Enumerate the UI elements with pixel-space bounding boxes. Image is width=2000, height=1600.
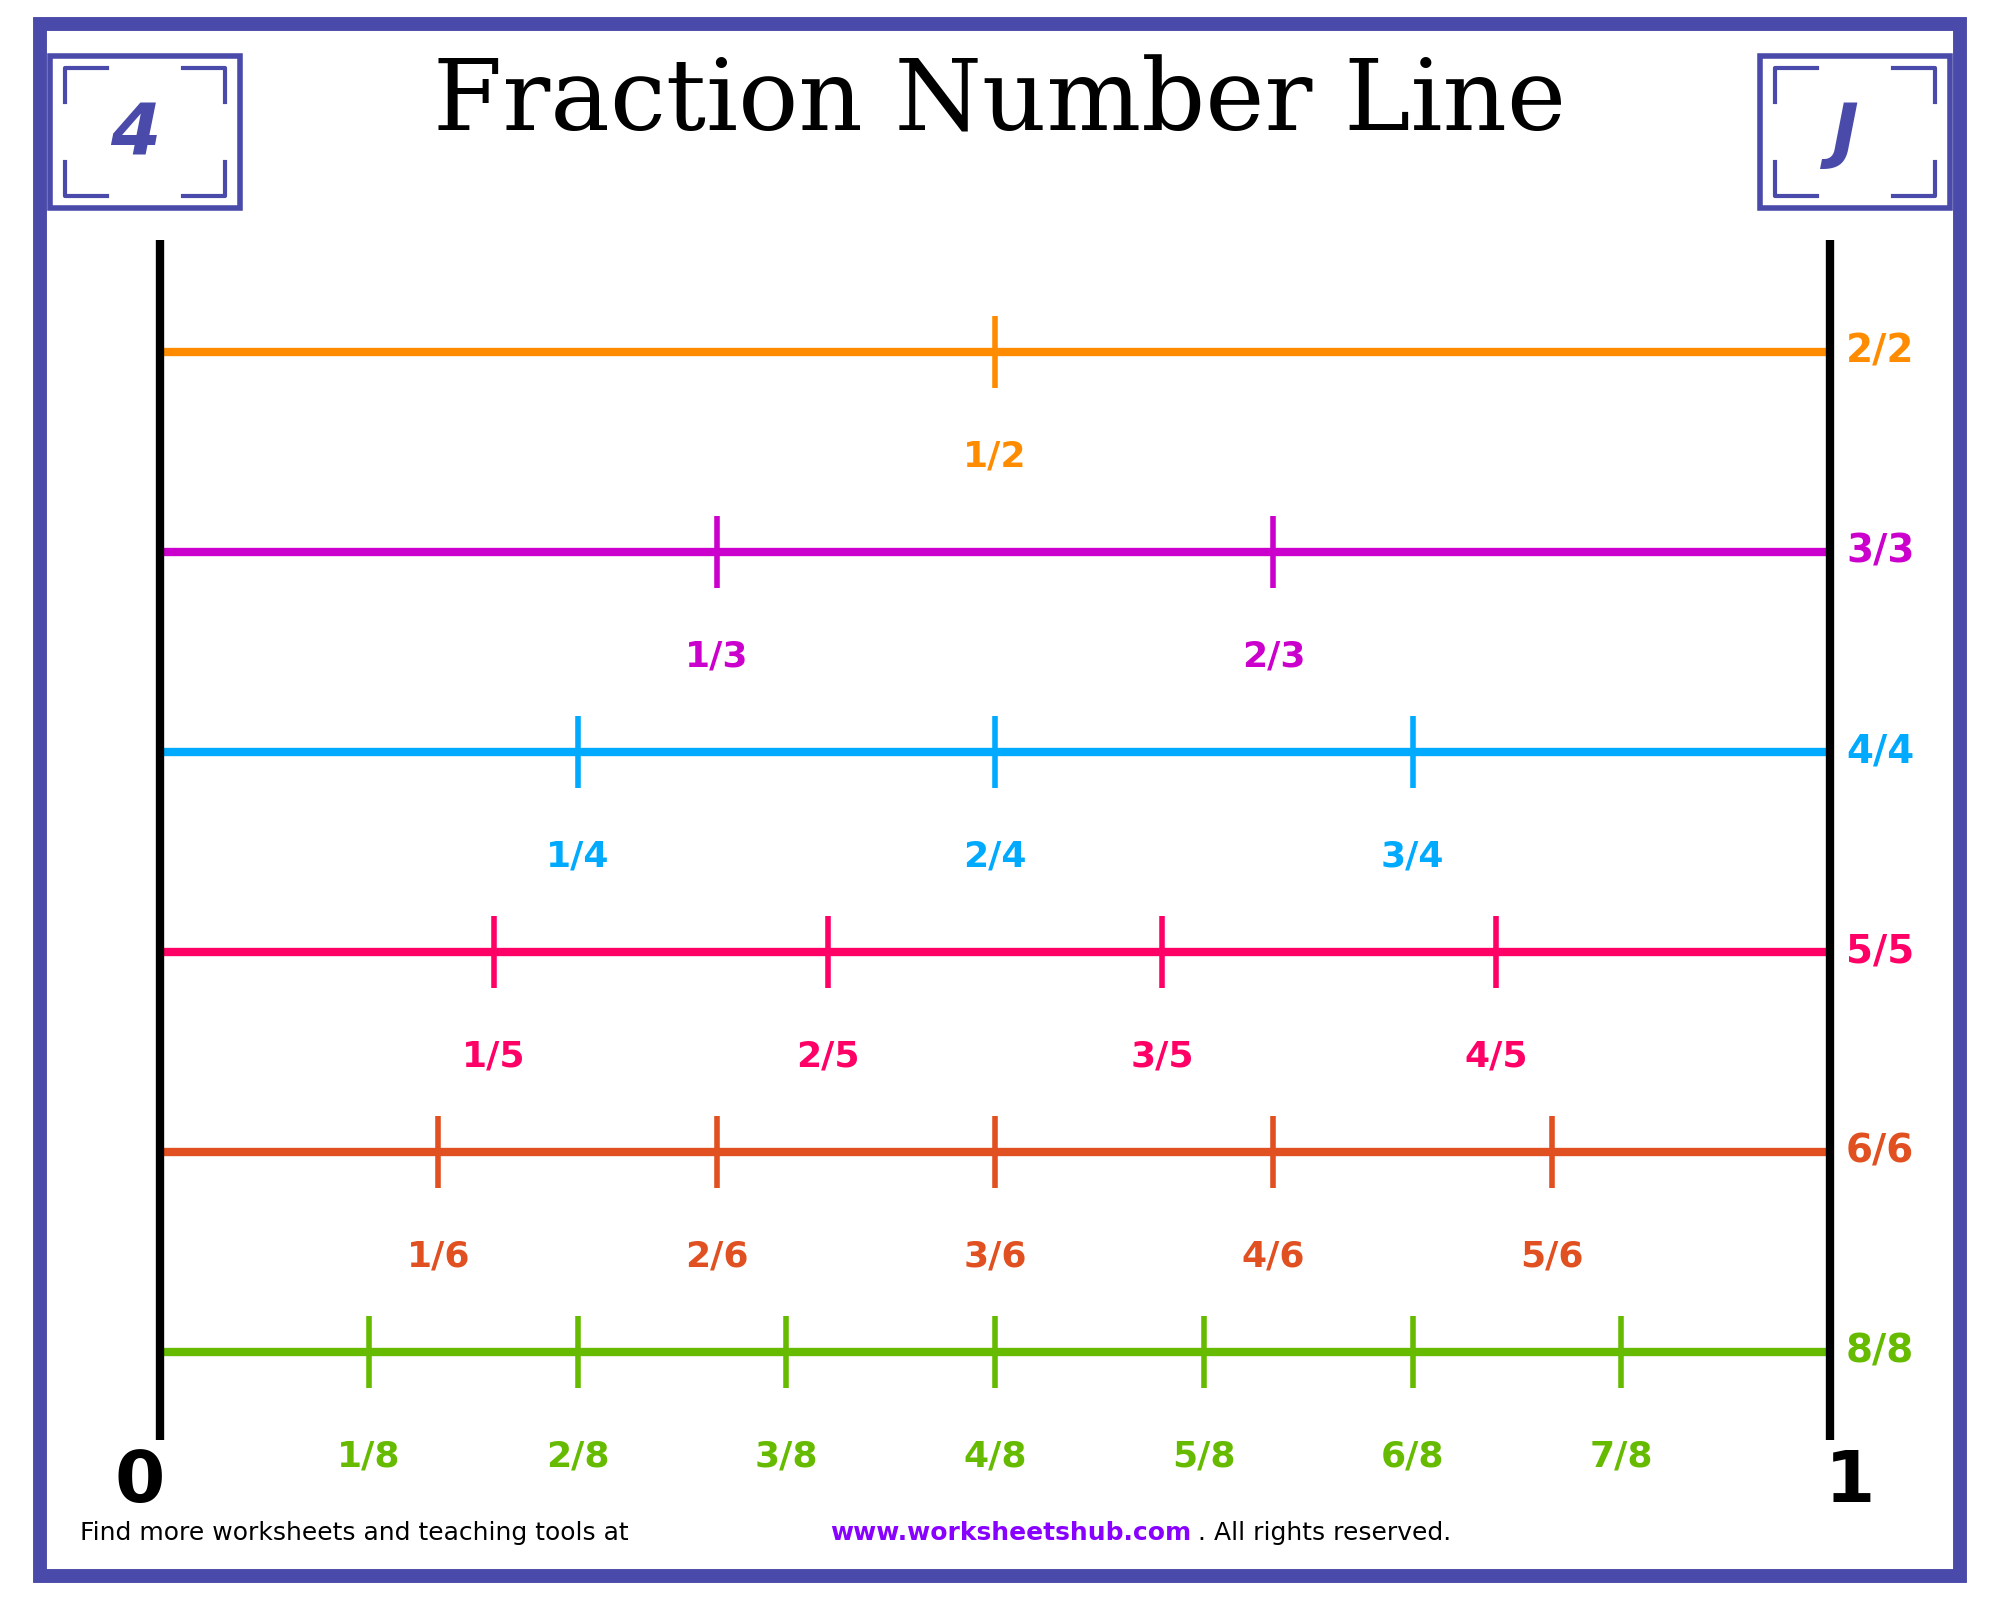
Text: 1/3: 1/3 (684, 638, 748, 674)
Text: 1/4: 1/4 (546, 838, 610, 874)
Text: 2/2: 2/2 (1846, 333, 1914, 371)
Text: 1: 1 (1824, 1448, 1876, 1517)
Text: 4/4: 4/4 (1846, 733, 1914, 771)
Text: 1/5: 1/5 (462, 1040, 526, 1074)
Text: 3/3: 3/3 (1846, 533, 1914, 571)
Text: J: J (1832, 101, 1858, 170)
Text: 2/5: 2/5 (796, 1040, 860, 1074)
Text: 0: 0 (114, 1448, 166, 1517)
Text: 5/6: 5/6 (1520, 1238, 1584, 1274)
Text: 2/6: 2/6 (684, 1238, 748, 1274)
Text: 6/6: 6/6 (1846, 1133, 1914, 1171)
Text: 8/8: 8/8 (1846, 1333, 1914, 1371)
Text: 7/8: 7/8 (1590, 1440, 1652, 1474)
Text: 2/4: 2/4 (964, 838, 1026, 874)
Text: Find more worksheets and teaching tools at: Find more worksheets and teaching tools … (80, 1520, 628, 1546)
Text: 3/6: 3/6 (964, 1238, 1026, 1274)
Text: 4/6: 4/6 (1242, 1238, 1306, 1274)
Text: 3/4: 3/4 (1380, 838, 1444, 874)
Bar (50, 56, 240, 208)
Text: 3/8: 3/8 (754, 1440, 818, 1474)
Text: 1/6: 1/6 (406, 1238, 470, 1274)
Text: www.worksheetshub.com: www.worksheetshub.com (830, 1520, 1192, 1546)
Text: 6/8: 6/8 (1380, 1440, 1444, 1474)
Text: Fraction Number Line: Fraction Number Line (434, 56, 1566, 152)
Text: 2/8: 2/8 (546, 1440, 610, 1474)
Text: . All rights reserved.: . All rights reserved. (1190, 1520, 1452, 1546)
Text: 4/5: 4/5 (1464, 1040, 1528, 1074)
Text: 2/3: 2/3 (1242, 638, 1306, 674)
Text: 5/8: 5/8 (1172, 1440, 1236, 1474)
Text: 4: 4 (110, 101, 160, 170)
Text: 4/8: 4/8 (964, 1440, 1026, 1474)
Bar (1760, 56, 1950, 208)
Text: 5/5: 5/5 (1846, 933, 1914, 971)
Text: 3/5: 3/5 (1130, 1040, 1194, 1074)
Text: 1/8: 1/8 (336, 1440, 400, 1474)
Text: 1/2: 1/2 (964, 438, 1026, 474)
